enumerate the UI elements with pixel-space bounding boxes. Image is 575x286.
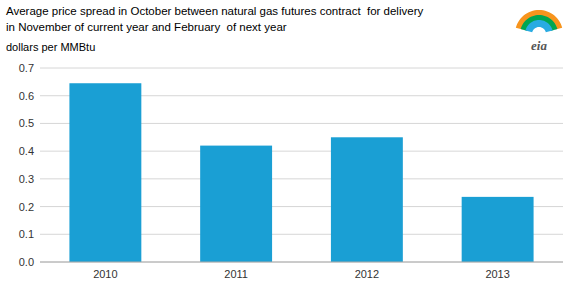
bar <box>200 146 272 262</box>
title: in November of current year and February… <box>6 21 287 33</box>
bar <box>69 83 141 262</box>
bar <box>462 197 534 262</box>
title: Average price spread in October between … <box>6 5 423 17</box>
x-axis-line <box>40 262 563 263</box>
bar <box>331 137 403 262</box>
grid-line <box>40 262 563 263</box>
bars <box>69 83 533 262</box>
y-axis: 0.0 0.1 0.2 0.3 0.4 0.5 0.6 0.7 <box>19 62 34 268</box>
x-tick-label: 2010 <box>93 268 117 280</box>
y-tick-label: 0.4 <box>19 145 34 157</box>
x-tick-label: 2012 <box>355 268 379 280</box>
y-tick-label: 0.0 <box>19 256 34 268</box>
y-tick-label: 0.3 <box>19 173 34 185</box>
y-tick-label: 0.6 <box>19 90 34 102</box>
y-tick-label: 0.7 <box>19 62 34 74</box>
x-axis: 2010 2011 2012 2013 <box>40 262 563 280</box>
logo-arc <box>525 20 552 32</box>
x-tick-label: 2011 <box>224 268 248 280</box>
subtitle: dollars per MMBtu <box>6 41 95 53</box>
logo: eia <box>516 10 562 53</box>
x-tick-label: 2013 <box>485 268 509 280</box>
grid <box>40 68 563 262</box>
y-tick-label: 0.5 <box>19 117 34 129</box>
y-tick-label: 0.1 <box>19 228 34 240</box>
chart: eia Average price spread in October betwe… <box>0 0 575 286</box>
logo-text: eia <box>531 38 547 53</box>
grid-line <box>40 68 563 69</box>
y-tick-label: 0.2 <box>19 201 34 213</box>
